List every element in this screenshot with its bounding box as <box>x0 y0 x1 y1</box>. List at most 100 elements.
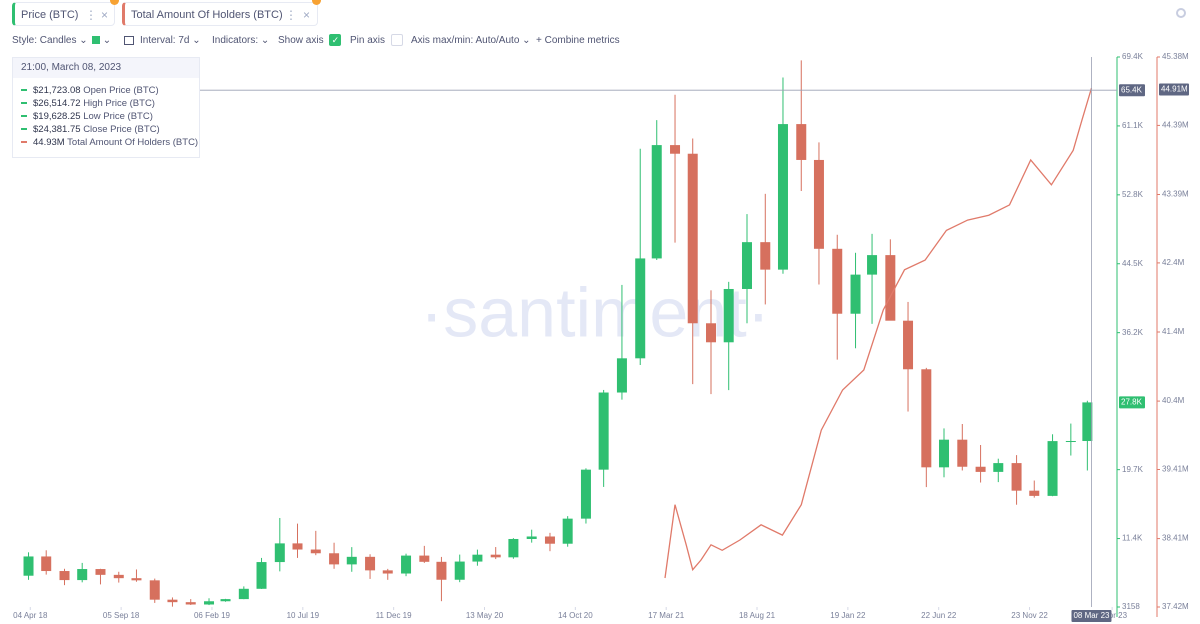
plus-icon: + <box>536 35 545 46</box>
candle-body <box>1011 463 1022 491</box>
color-select[interactable]: ⌄ <box>92 34 111 48</box>
tooltip-value: $19,628.25 <box>33 111 81 122</box>
candle-body <box>41 556 52 572</box>
candle-body <box>472 554 483 562</box>
x-tick-label: 2 Apr 23 <box>1097 611 1127 620</box>
candle-body <box>401 555 412 574</box>
y-tick-label: 19.7K <box>1122 465 1144 474</box>
legend-dash <box>21 115 27 118</box>
candle-body <box>1065 441 1076 443</box>
y2-tick-label: 43.39M <box>1162 190 1189 199</box>
show-axis-toggle[interactable]: Show axis ✓ <box>278 34 342 48</box>
y-tick-label: 3158 <box>1122 602 1140 611</box>
toolbar-label: Pin axis <box>350 35 386 46</box>
settings-icon[interactable] <box>1176 8 1186 18</box>
candle-body <box>939 439 950 468</box>
candle-body <box>274 543 285 563</box>
interval-select[interactable]: Interval: 7d ⌄ <box>124 34 201 48</box>
candle-body <box>526 536 537 539</box>
candle-body <box>346 556 357 565</box>
candle-body <box>23 556 34 576</box>
candle-body <box>382 570 393 574</box>
candle-body <box>256 562 267 589</box>
y-tick-label: 69.4K <box>1122 52 1144 61</box>
holders-line <box>664 87 1093 579</box>
crosshair-holders-label: 44.91M <box>1161 85 1188 94</box>
y2-tick-label: 45.38M <box>1162 52 1189 61</box>
menu-icon[interactable]: ⋮ <box>285 8 297 22</box>
metric-tab[interactable]: Total Amount Of Holders (BTC) ⋮ × <box>122 0 321 26</box>
candle-body <box>670 145 681 154</box>
candle-body <box>723 288 734 343</box>
candle-body <box>508 538 519 558</box>
x-tick-label: 18 Aug 21 <box>739 611 776 620</box>
x-tick-label: 06 Feb 19 <box>194 611 231 620</box>
candle-body <box>77 569 88 581</box>
legend-dash <box>21 128 27 131</box>
combine-metrics[interactable]: + Combine metrics <box>536 34 620 48</box>
y2-tick-label: 41.4M <box>1162 327 1185 336</box>
watermark: ·santiment· <box>420 273 770 351</box>
candle-body <box>741 242 752 289</box>
tooltip-row: 44.93M Total Amount Of Holders (BTC) <box>13 136 199 149</box>
crosshair-price-label: 65.4K <box>1121 85 1143 94</box>
x-tick-label: 13 May 20 <box>466 611 504 620</box>
candle-body <box>436 561 447 580</box>
x-tick-label: 10 Jul 19 <box>287 611 320 620</box>
candle-body <box>813 159 824 249</box>
candle-body <box>635 258 646 359</box>
pin-axis-toggle[interactable]: Pin axis <box>350 34 403 48</box>
candle-body <box>993 463 1004 472</box>
candle-body <box>1047 441 1058 496</box>
indicators-select[interactable]: Indicators: ⌄ <box>212 35 270 46</box>
menu-icon[interactable]: ⋮ <box>85 8 97 22</box>
last-price-label: 27.8K <box>1121 398 1143 407</box>
candle-body <box>796 124 807 160</box>
y-tick-label: 61.1K <box>1122 121 1144 130</box>
candle-body <box>59 571 70 581</box>
candle-body <box>131 578 142 581</box>
candle-body <box>167 599 178 603</box>
y-tick-label: 36.2K <box>1122 328 1144 337</box>
candle-body <box>490 554 501 558</box>
candle-body <box>419 555 430 562</box>
tooltip-title: 21:00, March 08, 2023 <box>13 58 199 78</box>
close-icon[interactable]: × <box>303 8 311 22</box>
candle-body <box>544 536 555 544</box>
tooltip-value: $26,514.72 <box>33 98 81 109</box>
candle-body <box>616 358 627 393</box>
tooltip-value: 44.93M <box>33 137 65 148</box>
y2-tick-label: 42.4M <box>1162 258 1185 267</box>
candle-body <box>365 556 376 571</box>
tooltip-row: $26,514.72 High Price (BTC) <box>13 97 199 110</box>
tooltip-label: Total Amount Of Holders (BTC) <box>67 137 199 148</box>
tooltip: 21:00, March 08, 2023 $21,723.08 Open Pr… <box>12 57 200 158</box>
close-icon[interactable]: × <box>101 8 109 22</box>
toolbar-label: Style: Candles <box>12 35 77 46</box>
style-select[interactable]: Style: Candles ⌄ <box>12 35 88 46</box>
y2-tick-label: 37.42M <box>1162 602 1189 611</box>
axis-minmax-select[interactable]: Axis max/min: Auto/Auto ⌄ <box>411 35 531 46</box>
x-tick-label: 17 Mar 21 <box>648 611 685 620</box>
x-tick-label: 04 Apr 18 <box>13 611 48 620</box>
candle-body <box>204 601 215 605</box>
candle-body <box>598 392 609 470</box>
candle-body <box>903 320 914 370</box>
x-tick-label: 05 Sep 18 <box>103 611 140 620</box>
candle-body <box>292 543 303 550</box>
candle-body <box>329 553 340 565</box>
crosshair-date-label-bg <box>1071 610 1112 622</box>
tooltip-row: $21,723.08 Open Price (BTC) <box>13 84 199 97</box>
metric-tab[interactable]: Price (BTC) ⋮ × <box>12 0 119 26</box>
candle-body <box>113 574 124 579</box>
candle-body <box>580 469 591 519</box>
candle-body <box>185 602 196 605</box>
crosshair-holders-label-bg <box>1159 83 1189 96</box>
y2-tick-label: 38.41M <box>1162 534 1189 543</box>
tab-label: Price (BTC) <box>21 9 79 21</box>
tooltip-value: $21,723.08 <box>33 85 81 96</box>
x-tick-label: 22 Jun 22 <box>921 611 957 620</box>
checkbox-checked: ✓ <box>329 34 342 47</box>
